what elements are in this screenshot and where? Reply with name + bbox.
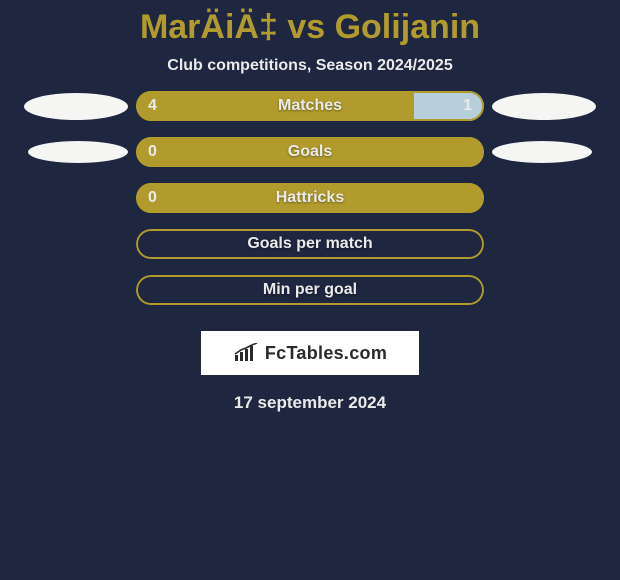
stat-value-left: 0 [148,137,157,167]
stat-value-right: 1 [463,91,472,121]
stat-value-left: 0 [148,183,157,213]
stat-bar: Goals0 [136,137,484,167]
bar-border [136,229,484,259]
page-subtitle: Club competitions, Season 2024/2025 [0,57,620,75]
stat-bar: Goals per match [136,229,484,259]
bar-right-fill [414,91,484,121]
date-label: 17 september 2024 [0,393,620,413]
player-right-marker [492,141,592,163]
stat-label: Goals per match [136,229,484,259]
page-title: MarÄiÄ‡ vs Golijanin [0,0,620,47]
stat-bar: Min per goal [136,275,484,305]
chart-icon [233,343,259,363]
comparison-row: Goals per match [0,229,620,259]
brand-name: FcTables.com [265,343,387,364]
bar-left-fill [136,183,484,213]
player-left-marker [28,141,128,163]
stat-bar: Hattricks0 [136,183,484,213]
comparison-row: Matches41 [0,91,620,121]
stat-value-left: 4 [148,91,157,121]
bar-left-fill [136,137,484,167]
stat-label: Min per goal [136,275,484,305]
bars-container: Matches41Goals0Hattricks0Goals per match… [0,91,620,305]
brand-logo[interactable]: FcTables.com [201,331,419,375]
stat-bar: Matches41 [136,91,484,121]
player-right-marker [492,93,596,120]
player-left-marker [24,93,128,120]
bar-left-fill [136,91,414,121]
comparison-row: Hattricks0 [0,183,620,213]
comparison-row: Min per goal [0,275,620,305]
bar-border [136,275,484,305]
comparison-row: Goals0 [0,137,620,167]
